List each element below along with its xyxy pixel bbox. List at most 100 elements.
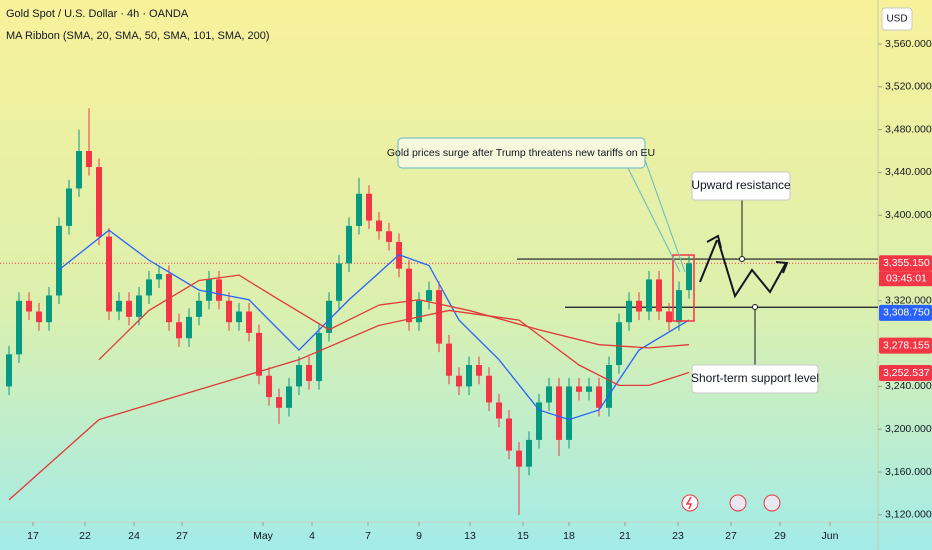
currency-box[interactable] [881, 7, 913, 31]
x-tick-label: 15 [517, 530, 529, 542]
candle-body [76, 150, 82, 189]
level-label: Short-term support level [691, 371, 819, 385]
arrow-head [775, 261, 789, 274]
price-label-bg [879, 255, 932, 272]
candle-body [226, 300, 232, 323]
anchor [752, 304, 758, 310]
x-tick-label: 18 [563, 530, 575, 542]
candle-body [606, 365, 612, 408]
candle-body [96, 167, 102, 237]
candle-body [286, 386, 292, 408]
x-tick-label: 17 [27, 530, 39, 542]
candle-body [416, 300, 422, 323]
countdown-bg [879, 271, 932, 287]
candle-body [686, 263, 692, 291]
event-icon [685, 496, 693, 510]
candle-body [466, 365, 472, 387]
x-tick-label: 21 [619, 530, 631, 542]
anchor [739, 256, 745, 262]
event-icon[interactable] [681, 494, 699, 512]
candle-body [476, 365, 482, 376]
candle-body [46, 295, 52, 323]
y-tick-label: 3,400.000 [885, 209, 932, 221]
y-tick-label: 3,160.000 [885, 466, 932, 478]
price-label-bg [879, 304, 932, 321]
y-tick-label: 3,200.000 [885, 423, 932, 435]
candle-body [186, 316, 192, 339]
event-icon[interactable] [763, 494, 781, 512]
chart-title: Gold Spot / U.S. Dollar · 4h · OANDA [6, 8, 189, 20]
currency: USD [886, 14, 907, 25]
label-box [691, 364, 819, 394]
y-tick-label: 3,120.000 [885, 509, 932, 521]
candle-body [16, 300, 22, 355]
candle-body [556, 386, 562, 440]
candle-body [206, 279, 212, 301]
callout-pointer [644, 159, 686, 273]
callout-text: Gold prices surge after Trump threatens … [387, 147, 655, 159]
candle-body [446, 343, 452, 376]
moving-average [98, 274, 690, 361]
y-tick-label: 3,520.000 [885, 81, 932, 93]
x-tick-label: May [253, 530, 274, 542]
candle-body [596, 386, 602, 408]
x-tick-label: 13 [464, 530, 476, 542]
candle-body [366, 193, 372, 221]
candle-body [346, 225, 352, 264]
candle-body [306, 365, 312, 382]
candle-body [566, 386, 572, 440]
candle-body [296, 365, 302, 387]
price-label: 3,278.155 [883, 339, 930, 351]
y-tick-label: 3,560.000 [885, 38, 932, 50]
price-label: 3,308.750 [883, 307, 930, 319]
candle-body [576, 386, 582, 392]
candle-body [156, 274, 162, 280]
plot: 3,120.000 3,160.000 3,200.000 3,240.000 3,32… [0, 38, 932, 542]
candle-body [456, 375, 462, 387]
candle-body [406, 268, 412, 323]
candle-body [86, 150, 92, 168]
candle-body [626, 300, 632, 323]
x-tick-label: 24 [128, 530, 140, 542]
level-label: Upward resistance [691, 178, 791, 192]
countdown: 03:45:01 [886, 272, 927, 284]
x-tick-label: 7 [365, 530, 371, 542]
candle-body [496, 402, 502, 419]
indicator-legend: MA Ribbon (SMA, 20, SMA, 50, SMA, 101, S… [6, 30, 270, 42]
projection [717, 239, 787, 299]
candle-body [546, 386, 552, 403]
candle-body [66, 188, 72, 226]
x-tick-label: 29 [774, 530, 786, 542]
callout-pointer [627, 167, 681, 273]
candle-body [106, 236, 112, 312]
callout-box [397, 137, 646, 169]
candle-body [506, 418, 512, 451]
candle-body [146, 279, 152, 296]
candle-body [216, 279, 222, 301]
x-tick-label: Jun [822, 530, 839, 542]
candle-body [256, 332, 262, 376]
candle-body [336, 263, 342, 301]
candle-body [26, 300, 32, 312]
candle-body [636, 300, 642, 312]
x-tick-label: 23 [672, 530, 684, 542]
candle-body [616, 322, 622, 366]
projection [699, 239, 718, 283]
candle-body [436, 290, 442, 344]
event-icon[interactable] [729, 494, 747, 512]
candle-body [326, 300, 332, 333]
price-label-bg [879, 337, 932, 354]
candle-body [376, 220, 382, 232]
price-label: 3,355.150 [883, 257, 930, 269]
candle-body [176, 322, 182, 339]
candle-body [316, 332, 322, 382]
candle-body [666, 311, 672, 323]
y-tick-label: 3,480.000 [885, 123, 932, 135]
candle-body [116, 300, 122, 312]
candle-body [356, 193, 362, 226]
price-label: 3,252.537 [883, 367, 930, 379]
moving-average [58, 229, 690, 421]
x-tick-label: 27 [176, 530, 188, 542]
candle-body [676, 290, 682, 323]
